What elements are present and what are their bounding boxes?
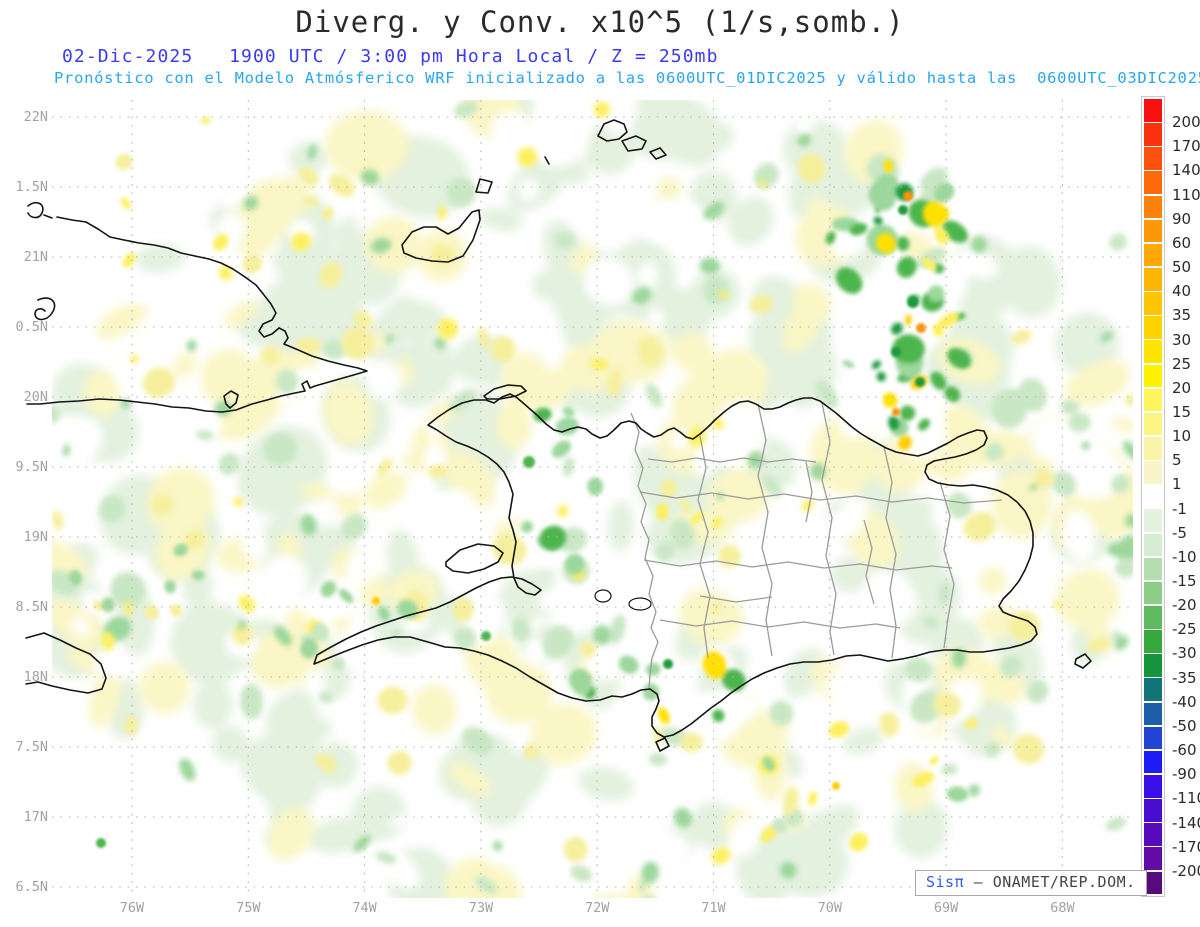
lon-tick-label: 72W xyxy=(584,900,610,916)
colorbar-tick-label: 30 xyxy=(1172,330,1192,349)
colorbar-band xyxy=(1144,774,1162,798)
lon-tick-label: 69W xyxy=(933,900,959,916)
colorbar-band xyxy=(1144,871,1162,895)
colorbar-band xyxy=(1144,630,1162,653)
colorbar-band xyxy=(1144,847,1162,870)
colorbar-band xyxy=(1144,195,1162,219)
colorbar-band xyxy=(1144,412,1162,436)
watermark-text: – ONAMET/REP.DOM. xyxy=(964,873,1136,891)
colorbar-tick-label: -140 xyxy=(1172,813,1200,832)
lat-tick-label: 8.5N xyxy=(15,599,48,615)
colorbar-tick-label: 10 xyxy=(1172,427,1192,446)
colorbar-tick-label: 5 xyxy=(1172,451,1182,470)
colorbar-tick-label: -40 xyxy=(1172,692,1197,711)
colorbar-tick-label: 200 xyxy=(1172,113,1200,132)
watermark-box: Sisπ – ONAMET/REP.DOM. xyxy=(915,870,1147,896)
colorbar-band xyxy=(1144,533,1162,557)
colorbar-tick-label: -35 xyxy=(1172,668,1197,687)
colorbar-band xyxy=(1144,605,1162,629)
lat-tick-label: 7.5N xyxy=(15,739,48,755)
colorbar-tick-label: 25 xyxy=(1172,354,1192,373)
lat-tick-label: 22N xyxy=(23,109,48,125)
lat-tick-label: 19N xyxy=(23,529,48,545)
colorbar-band xyxy=(1144,509,1162,533)
lon-tick-label: 74W xyxy=(352,900,377,916)
lat-tick-label: 1.5N xyxy=(15,179,48,195)
colorbar-band xyxy=(1144,99,1162,122)
colorbar-band xyxy=(1144,340,1162,364)
colorbar-band xyxy=(1144,243,1162,267)
colorbar-tick-label: -5 xyxy=(1172,523,1187,542)
colorbar-tick-label: 15 xyxy=(1172,402,1192,421)
colorbar-band xyxy=(1144,147,1162,170)
colorbar-band xyxy=(1144,436,1162,460)
colorbar-tick-label: -60 xyxy=(1172,741,1197,760)
colorbar-band xyxy=(1144,171,1162,195)
colorbar-tick-label: -110 xyxy=(1172,789,1200,808)
colorbar-tick-label: 40 xyxy=(1172,282,1192,301)
subtitle-datetime: 02-Dic-2025 1900 UTC / 3:00 pm Hora Loca… xyxy=(62,46,719,67)
colorbar-band xyxy=(1144,678,1162,702)
colorbar-band xyxy=(1144,267,1162,291)
colorbar-band xyxy=(1144,364,1162,388)
colorbar-tick-label: -30 xyxy=(1172,644,1197,663)
colorbar-band xyxy=(1144,219,1162,243)
lat-tick-label: 17N xyxy=(23,809,48,825)
colorbar-band xyxy=(1144,123,1162,146)
colorbar-band xyxy=(1144,750,1162,774)
lon-tick-label: 70W xyxy=(817,900,842,916)
colorbar-tick-label: 170 xyxy=(1172,137,1200,156)
lon-tick-label: 71W xyxy=(701,900,726,916)
colorbar-tick-label: 1 xyxy=(1172,475,1182,494)
lon-tick-label: 73W xyxy=(468,900,494,916)
colorbar-tick-label: -20 xyxy=(1172,596,1197,615)
page-title: Diverg. y Conv. x10^5 (1/s,somb.) xyxy=(295,5,905,39)
colorbar-band xyxy=(1144,461,1162,484)
colorbar-tick-label: -170 xyxy=(1172,837,1200,856)
colorbar-band xyxy=(1144,726,1162,750)
colorbar-tick-label: -90 xyxy=(1172,765,1197,784)
watermark-brand: Sisπ xyxy=(926,873,965,891)
colorbar-band xyxy=(1144,581,1162,605)
colorbar-tick-label: -25 xyxy=(1172,620,1197,639)
colorbar-tick-label: -200 xyxy=(1172,861,1200,880)
lat-tick-label: 20N xyxy=(23,389,48,405)
lat-tick-label: 9.5N xyxy=(15,459,48,475)
colorbar-tick-label: 50 xyxy=(1172,258,1192,277)
lon-tick-label: 68W xyxy=(1050,900,1075,916)
colorbar-band xyxy=(1144,557,1162,581)
colorbar-tick-label: 20 xyxy=(1172,378,1192,397)
lon-tick-label: 75W xyxy=(236,900,261,916)
lat-tick-label: 18N xyxy=(23,669,48,685)
colorbar-band xyxy=(1144,702,1162,726)
colorbar-tick-label: 35 xyxy=(1172,306,1192,325)
colorbar-tick-label: -1 xyxy=(1172,499,1187,518)
colorbar-bands xyxy=(1144,99,1162,895)
colorbar-tick-label: 60 xyxy=(1172,233,1192,252)
colorbar-band xyxy=(1144,485,1162,508)
colorbar xyxy=(1141,96,1165,897)
colorbar-tick-label: -10 xyxy=(1172,547,1197,566)
lat-tick-label: 0.5N xyxy=(15,319,48,335)
colorbar-band xyxy=(1144,823,1162,846)
colorbar-band xyxy=(1144,292,1162,315)
lon-tick-label: 76W xyxy=(119,900,145,916)
colorbar-band xyxy=(1144,388,1162,412)
colorbar-tick-label: -50 xyxy=(1172,716,1197,735)
colorbar-tick-label: 110 xyxy=(1172,185,1200,204)
colorbar-band xyxy=(1144,654,1162,677)
colorbar-band xyxy=(1144,316,1162,339)
colorbar-tick-label: 140 xyxy=(1172,161,1200,180)
lat-tick-label: 21N xyxy=(23,249,48,265)
colorbar-band xyxy=(1144,799,1162,822)
colorbar-tick-label: -15 xyxy=(1172,572,1197,591)
subtitle-model-info: Pronóstico con el Modelo Atmósferico WRF… xyxy=(54,69,1200,87)
lat-tick-label: 6.5N xyxy=(15,879,48,895)
colorbar-tick-label: 90 xyxy=(1172,209,1192,228)
